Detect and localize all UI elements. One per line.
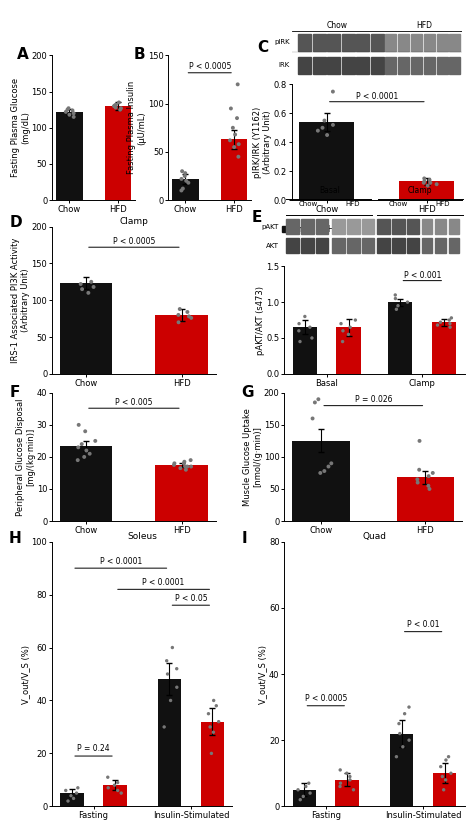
Point — [337, 317, 345, 330]
Point — [215, 715, 222, 729]
Point — [78, 283, 86, 296]
Point — [177, 461, 184, 475]
Text: P < 0.001: P < 0.001 — [404, 270, 441, 280]
Bar — [301, 238, 314, 253]
Point — [70, 791, 77, 805]
Bar — [172, 179, 199, 200]
Y-axis label: V_out/V_S (%): V_out/V_S (%) — [258, 644, 267, 704]
Point — [399, 740, 407, 753]
Point — [296, 793, 304, 806]
Text: P < 0.0005: P < 0.0005 — [189, 62, 231, 71]
Bar — [298, 34, 311, 51]
Y-axis label: Fasting Plasma Glucose
(mg/dL): Fasting Plasma Glucose (mg/dL) — [11, 79, 30, 177]
Y-axis label: pIRK/IRK (Y1162)
(Arbitrary Unit): pIRK/IRK (Y1162) (Arbitrary Unit) — [253, 107, 272, 178]
Point — [187, 311, 195, 324]
Bar — [60, 793, 84, 806]
Point — [178, 172, 185, 185]
Title: Quad: Quad — [363, 532, 386, 541]
Bar — [432, 323, 456, 374]
Bar — [424, 34, 435, 51]
Point — [438, 770, 446, 783]
Bar — [385, 56, 396, 74]
Point — [315, 393, 322, 406]
Bar — [371, 34, 383, 51]
Point — [117, 103, 124, 117]
Point — [163, 654, 171, 667]
Point — [442, 753, 450, 767]
Bar — [400, 181, 455, 200]
Point — [440, 783, 447, 796]
Point — [446, 313, 453, 327]
Bar — [407, 238, 419, 253]
Bar — [313, 34, 326, 51]
Point — [235, 151, 242, 164]
Point — [321, 114, 328, 127]
Point — [295, 317, 303, 330]
Point — [167, 694, 174, 707]
Bar — [449, 238, 459, 253]
Point — [309, 412, 316, 425]
Text: C: C — [257, 41, 268, 55]
Point — [170, 458, 178, 471]
Point — [429, 466, 437, 480]
Text: F: F — [9, 385, 20, 400]
Bar — [286, 238, 299, 253]
Bar — [328, 34, 340, 51]
Point — [301, 310, 309, 323]
Point — [182, 166, 189, 179]
Point — [210, 694, 218, 707]
Text: P < 0.0001: P < 0.0001 — [356, 92, 398, 101]
Point — [183, 460, 191, 473]
Point — [446, 317, 454, 330]
Point — [182, 460, 189, 473]
Point — [64, 103, 71, 117]
Point — [345, 327, 352, 341]
Point — [182, 174, 190, 188]
Point — [425, 470, 432, 483]
Bar — [371, 56, 383, 74]
Point — [346, 770, 354, 783]
Point — [420, 172, 428, 185]
Point — [231, 128, 239, 141]
Bar — [411, 34, 422, 51]
Point — [320, 465, 328, 478]
Point — [404, 295, 411, 308]
Text: D: D — [9, 215, 22, 230]
Bar — [332, 238, 345, 253]
Point — [62, 105, 70, 118]
Bar — [286, 219, 299, 234]
Point — [70, 110, 77, 123]
Text: IRK: IRK — [279, 62, 290, 68]
Point — [205, 707, 212, 720]
Bar — [155, 465, 208, 521]
Point — [427, 176, 434, 189]
Bar — [292, 790, 316, 806]
Bar — [103, 785, 127, 806]
Point — [317, 466, 324, 480]
Point — [306, 786, 314, 800]
Point — [115, 96, 123, 109]
Text: HFD: HFD — [436, 201, 450, 207]
Point — [160, 720, 168, 734]
Bar — [435, 219, 446, 234]
Bar — [292, 441, 350, 521]
Bar — [299, 122, 354, 200]
Bar — [449, 56, 460, 74]
Point — [415, 463, 423, 476]
Point — [420, 174, 428, 188]
Bar — [424, 56, 435, 74]
Legend: Chow, HFD: Chow, HFD — [279, 222, 346, 237]
Bar — [397, 477, 454, 521]
Point — [181, 170, 189, 183]
Point — [300, 790, 307, 803]
Bar — [337, 327, 361, 374]
Bar — [56, 112, 82, 200]
Point — [187, 453, 194, 466]
Point — [437, 760, 445, 773]
Bar — [342, 56, 355, 74]
Text: E: E — [252, 210, 262, 226]
Point — [294, 783, 302, 796]
Bar — [437, 34, 447, 51]
Text: G: G — [242, 385, 254, 400]
Bar — [292, 327, 317, 374]
